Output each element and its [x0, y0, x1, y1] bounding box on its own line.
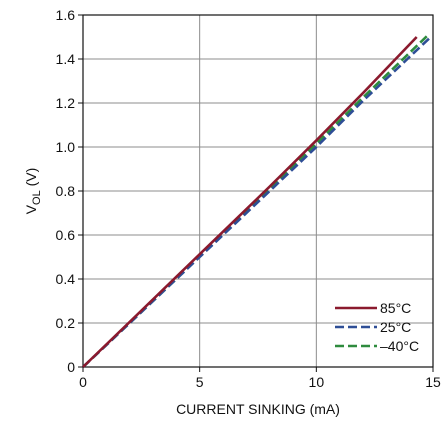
y-tick-label: 1.2 — [56, 95, 76, 111]
x-tick-label: 10 — [309, 374, 325, 390]
y-tick-label: 0.4 — [56, 271, 76, 287]
series-lines — [82, 33, 432, 368]
y-axis-title: VOL (V) — [23, 168, 43, 215]
y-tick-label: 0.6 — [56, 227, 76, 243]
y-tick-label: 1.6 — [56, 7, 76, 23]
y-ticks: 0 0.2 0.4 0.6 0.8 1.0 1.2 1.4 1.6 — [56, 7, 83, 375]
x-tick-label: 0 — [79, 374, 87, 390]
y-tick-label: 1.0 — [56, 139, 76, 155]
x-axis-title: CURRENT SINKING (mA) — [176, 401, 340, 417]
grid — [83, 15, 433, 367]
legend-label: –40°C — [380, 338, 419, 354]
series-line-1 — [82, 36, 418, 368]
y-tick-label: 0.2 — [56, 315, 76, 331]
y-axis-title-sub: OL — [31, 190, 43, 205]
y-tick-label: 0 — [67, 359, 75, 375]
y-axis-title-main: V — [23, 204, 39, 214]
x-ticks: 0 5 10 15 — [79, 367, 441, 390]
y-tick-label: 0.8 — [56, 183, 76, 199]
y-axis-title-unit: (V) — [23, 168, 39, 191]
x-tick-label: 15 — [425, 374, 441, 390]
series-line-2 — [82, 36, 432, 368]
legend: 85°C 25°C –40°C — [335, 300, 419, 354]
legend-label: 25°C — [380, 319, 411, 335]
x-tick-label: 5 — [196, 374, 204, 390]
legend-label: 85°C — [380, 300, 411, 316]
y-tick-label: 1.4 — [56, 51, 76, 67]
